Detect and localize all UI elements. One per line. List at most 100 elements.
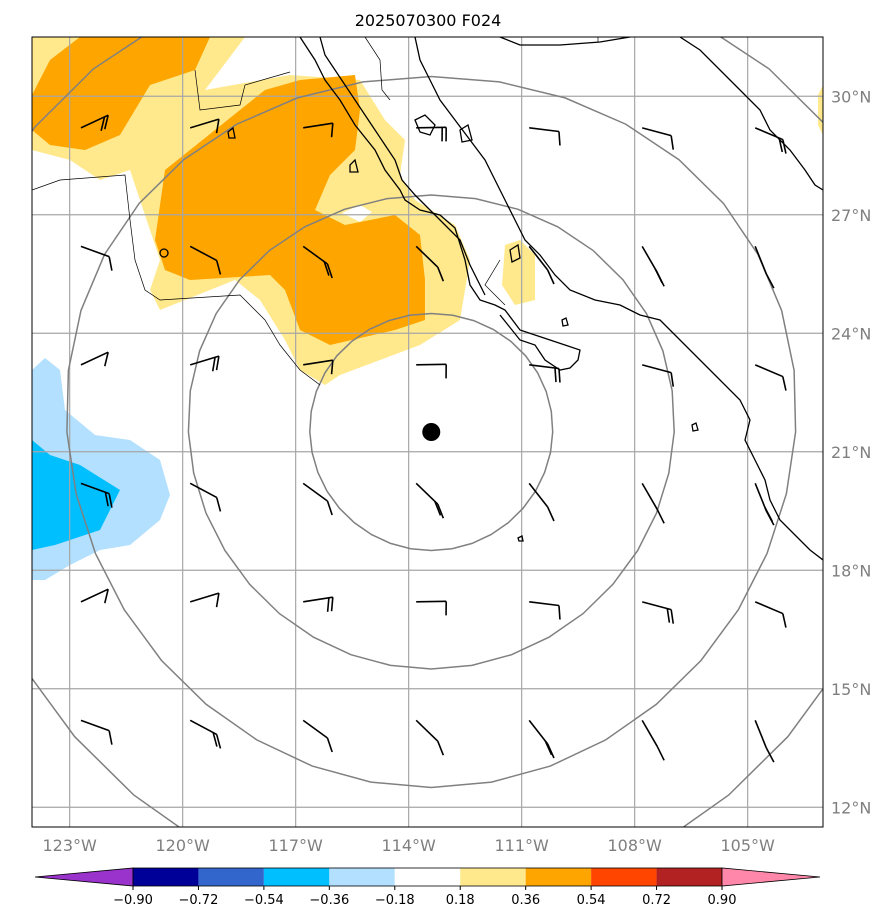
- lon-tick-label: 114°W: [381, 836, 436, 855]
- coastline-gulf-islands: [227, 114, 699, 542]
- wind-barb: [754, 246, 775, 289]
- colorbar-extend-low: [34, 867, 134, 887]
- lat-tick-label: 24°N: [831, 324, 871, 343]
- wind-barb: [80, 351, 109, 367]
- lat-tick-label: 15°N: [831, 680, 871, 699]
- wind-barb: [189, 592, 220, 608]
- wind-barb: [641, 601, 675, 624]
- shading-white-hole: [342, 205, 372, 222]
- shading-orange-nw: [32, 37, 210, 150]
- wind-barb: [189, 245, 222, 275]
- longitude-labels: 123°W 120°W 117°W 114°W 111°W 108°W 105°W: [42, 836, 775, 855]
- wind-barb: [415, 719, 445, 756]
- wind-barb: [641, 245, 665, 287]
- lon-tick-label: 123°W: [42, 836, 97, 855]
- coastline-north-mainland: [499, 37, 823, 191]
- lon-tick-label: 108°W: [607, 836, 662, 855]
- wind-barb: [529, 601, 561, 620]
- wind-barb: [529, 127, 561, 146]
- wind-barb: [189, 355, 220, 372]
- lon-tick-label: 120°W: [155, 836, 210, 855]
- wind-barb: [528, 482, 555, 522]
- colorbar-swatch: [525, 868, 592, 886]
- wind-barb: [641, 482, 665, 524]
- wind-barb: [80, 482, 113, 508]
- wind-barb: [754, 601, 787, 628]
- colorbar-swatch: [591, 868, 657, 886]
- boundary-line-4: [484, 37, 599, 306]
- wind-barb: [416, 600, 447, 616]
- colorbar-swatch: [394, 868, 461, 886]
- wind-barb: [80, 719, 113, 745]
- wind-barb: [189, 719, 222, 749]
- coastline-baja-east: [319, 37, 486, 296]
- wind-barbs: [80, 114, 787, 763]
- lat-tick-label: 27°N: [831, 206, 871, 225]
- colorbar-swatch: [133, 868, 199, 886]
- boundary-line-1: [32, 174, 321, 386]
- wind-barb: [754, 127, 787, 154]
- colorbar: [34, 867, 821, 887]
- colorbar-swatch: [460, 868, 526, 886]
- wind-barb: [641, 719, 665, 761]
- wind-barb: [416, 126, 447, 142]
- range-ring: [66, 75, 797, 789]
- colorbar-tick-label: −0.36: [309, 893, 349, 908]
- guadalupe-island: [159, 248, 169, 258]
- shading-orange-central: [155, 75, 425, 345]
- wind-barb: [528, 719, 555, 759]
- colorbar-extend-high: [721, 867, 821, 887]
- wind-barb: [80, 245, 113, 271]
- wind-barb: [528, 245, 555, 285]
- wind-barb: [80, 588, 109, 604]
- colorbar-tick-label: −0.90: [113, 893, 153, 908]
- range-ring: [309, 312, 554, 552]
- lat-tick-label: 18°N: [831, 561, 871, 580]
- lon-tick-label: 111°W: [494, 836, 549, 855]
- storm-center-marker: [422, 423, 441, 441]
- wind-barb: [416, 363, 447, 379]
- coastline-tiburon: [509, 243, 521, 263]
- wind-barb: [303, 122, 334, 138]
- colorbar-tick-label: 0.90: [708, 893, 737, 908]
- wind-barb: [189, 482, 222, 512]
- shading-yellow-gulf: [502, 240, 535, 305]
- colorbar-tick-label: −0.54: [244, 893, 284, 908]
- colorbar-swatch: [263, 868, 330, 886]
- colorbar-tick-label: 0.54: [577, 893, 606, 908]
- colorbar-tick-label: −0.72: [179, 893, 219, 908]
- boundaries: [32, 37, 599, 386]
- wind-barb: [415, 482, 445, 519]
- boundary-line-3: [364, 37, 391, 101]
- colorbar-tick-label: 0.18: [446, 893, 475, 908]
- colorbar-tick-label: 0.72: [642, 893, 671, 908]
- wind-barb: [641, 127, 675, 150]
- lat-tick-label: 21°N: [831, 443, 871, 462]
- coastlines: [159, 37, 823, 561]
- coastline-baja-west: [299, 37, 581, 371]
- map-frame: [31, 36, 824, 828]
- wind-barb: [302, 482, 333, 516]
- colorbar-tick-label: 0.36: [511, 893, 540, 908]
- latitude-labels: 12°N 15°N 18°N 21°N 24°N 27°N 30°N: [831, 87, 871, 817]
- colorbar-swatch: [198, 868, 264, 886]
- wind-barb: [302, 719, 333, 753]
- colorbar-tick-label: −0.18: [375, 893, 415, 908]
- wind-barb: [302, 245, 333, 279]
- wind-barb: [189, 118, 220, 134]
- colorbar-labels: −0.90 −0.72 −0.54 −0.36 −0.18 0.18 0.36 0.54 0.7…: [113, 886, 736, 908]
- boundary-line-2: [194, 69, 291, 111]
- positive-anomaly-shading: [32, 37, 823, 385]
- wind-barb: [754, 364, 787, 391]
- graticule: [32, 37, 823, 827]
- colorbar-swatch: [656, 868, 722, 886]
- range-ring: [187, 194, 675, 670]
- wind-barb: [303, 596, 334, 612]
- shading-yellow-east: [818, 85, 823, 135]
- lon-tick-label: 117°W: [268, 836, 323, 855]
- wind-barb: [754, 483, 775, 526]
- wind-barb: [641, 364, 675, 387]
